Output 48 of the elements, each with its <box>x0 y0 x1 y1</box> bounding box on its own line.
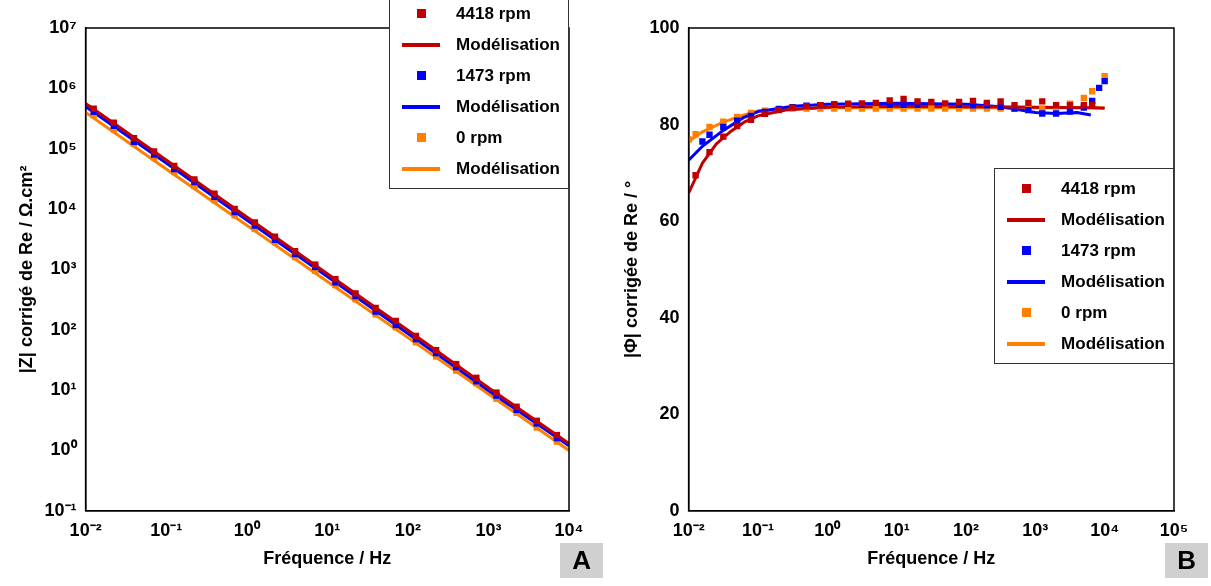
y-tick-label: 10⁷ <box>49 16 77 37</box>
legend-label: Modélisation <box>456 96 560 117</box>
x-tick-label: 10⁻² <box>672 519 705 540</box>
legend-label: 0 rpm <box>456 127 503 148</box>
y-tick-label: 10⁰ <box>50 439 78 460</box>
x-tick-label: 10⁴ <box>1090 519 1120 540</box>
y-tick-label: 10¹ <box>50 379 77 400</box>
x-tick-label: 10³ <box>1022 519 1049 540</box>
x-tick-label: 10² <box>394 519 421 540</box>
y-tick-label: 10⁴ <box>47 198 77 219</box>
legend-label: Modélisation <box>1061 209 1165 230</box>
legend-label: 1473 rpm <box>1061 240 1136 261</box>
x-axis-title: Fréquence / Hz <box>263 548 392 569</box>
legend-label: Modélisation <box>456 158 560 179</box>
y-axis-title: |Φ| corrigée de Re / ° <box>620 180 641 358</box>
x-tick-label: 10⁰ <box>233 519 261 540</box>
legend-label: Modélisation <box>456 34 560 55</box>
x-tick-label: 10⁻¹ <box>741 519 774 540</box>
x-axis-title: Fréquence / Hz <box>867 548 996 569</box>
legend-label: 4418 rpm <box>456 3 531 24</box>
legend-label: 0 rpm <box>1061 302 1108 323</box>
y-tick-label: 10³ <box>50 258 77 279</box>
y-tick-label: 0 <box>669 499 680 520</box>
legend-label: Modélisation <box>1061 333 1165 354</box>
x-tick-label: 10² <box>952 519 979 540</box>
y-tick-label: 10⁶ <box>48 77 77 98</box>
y-tick-label: 80 <box>659 113 680 134</box>
y-axis-title: |Z| corrigé de Re / Ω.cm² <box>15 165 36 374</box>
x-tick-label: 10¹ <box>883 519 910 540</box>
y-tick-label: 60 <box>659 210 680 231</box>
x-tick-label: 10³ <box>475 519 502 540</box>
x-tick-label: 10⁴ <box>554 519 584 540</box>
text: B <box>1165 543 1208 578</box>
x-tick-label: 10⁵ <box>1159 519 1189 540</box>
y-tick-label: 10⁻¹ <box>44 499 77 520</box>
x-tick-label: 10⁻¹ <box>150 519 183 540</box>
text: A <box>560 543 603 578</box>
y-tick-label: 20 <box>659 403 680 424</box>
x-tick-label: 10¹ <box>314 519 341 540</box>
x-tick-label: 10⁰ <box>814 519 842 540</box>
x-tick-label: 10⁻² <box>69 519 102 540</box>
legend-label: Modélisation <box>1061 271 1165 292</box>
y-tick-label: 100 <box>649 16 680 37</box>
legend-label: 4418 rpm <box>1061 178 1136 199</box>
y-tick-label: 10² <box>50 318 77 339</box>
y-tick-label: 10⁵ <box>48 137 77 158</box>
y-tick-label: 40 <box>659 306 680 327</box>
legend-label: 1473 rpm <box>456 65 531 86</box>
